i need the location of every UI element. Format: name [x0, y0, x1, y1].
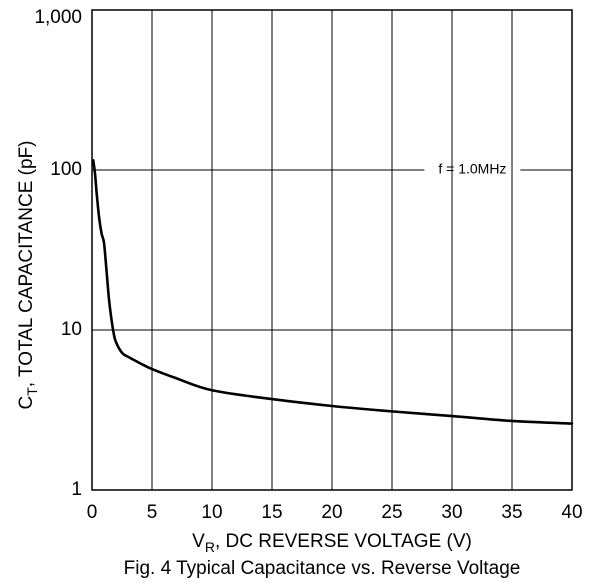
y-axis-label: CT, TOTAL CAPACITANCE (pF)	[16, 141, 40, 410]
annotation: f = 1.0MHz	[92, 161, 572, 177]
frequency-annotation: f = 1.0MHz	[438, 161, 506, 177]
x-tick-label-30: 30	[441, 502, 462, 523]
y-tick-label-100: 100	[50, 159, 82, 180]
y-tick-labels: 1 10 100 1,000	[34, 7, 82, 500]
y-axis-label-sub: T	[24, 387, 40, 396]
x-axis-label-rest: , DC REVERSE VOLTAGE (V)	[215, 531, 472, 552]
x-tick-label-20: 20	[321, 502, 342, 523]
x-tick-label-35: 35	[501, 502, 522, 523]
x-axis-label-sub: R	[205, 539, 215, 555]
x-tick-label-10: 10	[201, 502, 222, 523]
x-tick-label-0: 0	[87, 502, 98, 523]
capacitance-curve	[91, 158, 574, 425]
y-tick-label-10: 10	[61, 319, 82, 340]
y-tick-label-1000: 1,000	[34, 7, 82, 28]
x-axis-label-main: V	[192, 531, 205, 552]
y-axis-label-main: C	[16, 396, 37, 410]
x-tick-labels: 0 5 10 15 20 25 30 35 40	[87, 502, 583, 523]
plot-frame	[91, 9, 573, 491]
x-tick-label-25: 25	[381, 502, 402, 523]
x-tick-label-40: 40	[561, 502, 582, 523]
x-tick-label-15: 15	[261, 502, 282, 523]
x-axis-label: VR, DC REVERSE VOLTAGE (V)	[192, 531, 472, 555]
y-axis-label-rest: , TOTAL CAPACITANCE (pF)	[16, 141, 37, 388]
figure-caption: Fig. 4 Typical Capacitance vs. Reverse V…	[124, 558, 521, 579]
grid-lines	[92, 10, 572, 490]
x-tick-label-5: 5	[147, 502, 158, 523]
y-tick-label-1: 1	[71, 479, 82, 500]
